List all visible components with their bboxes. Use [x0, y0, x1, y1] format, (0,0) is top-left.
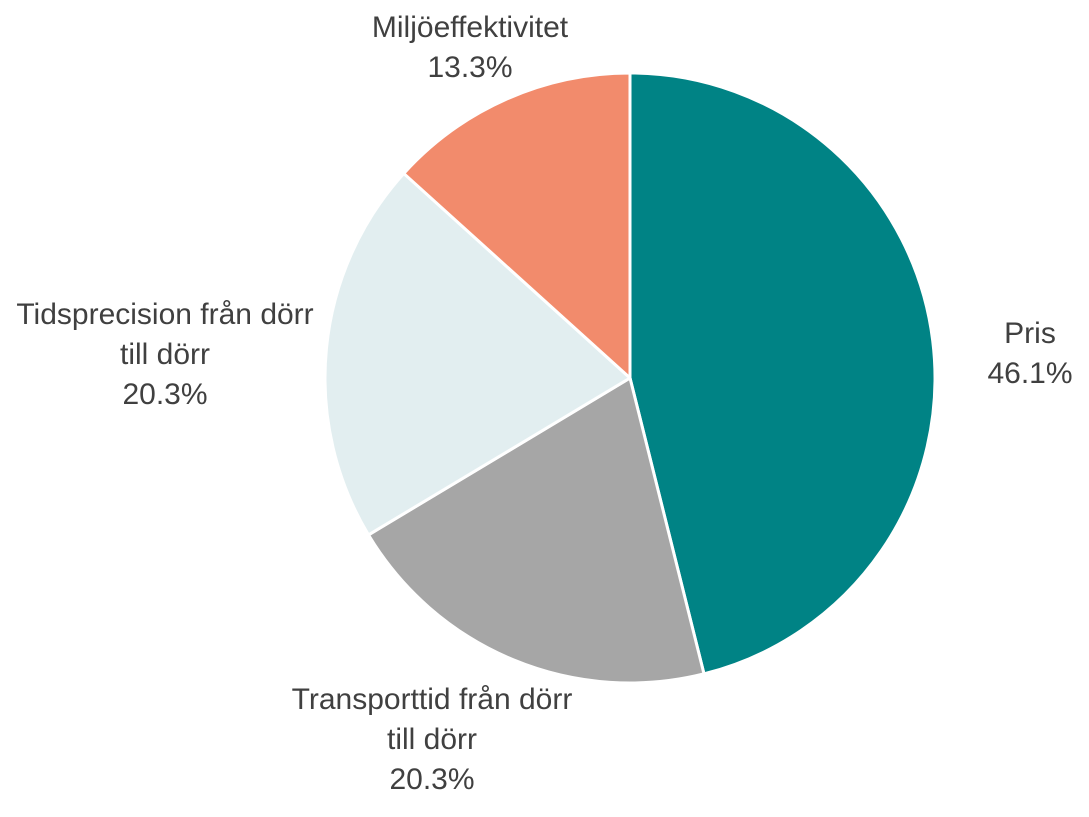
slice-label: Miljöeffektivitet 13.3%: [310, 8, 630, 88]
value-label: 46.1%: [987, 357, 1073, 390]
pie-slice: [366, 376, 706, 685]
category-label: Transporttid från dörr till dörr: [291, 683, 573, 756]
pie-slice: [323, 171, 632, 537]
slice-label: Pris 46.1%: [930, 314, 1089, 394]
value-label: 13.3%: [427, 51, 513, 84]
category-label: Pris: [1004, 317, 1056, 350]
category-label: Tidsprecision från dörr till dörr: [16, 298, 314, 371]
slice-label: Tidsprecision från dörr till dörr 20.3%: [10, 295, 320, 415]
slice-label: Transporttid från dörr till dörr 20.3%: [282, 680, 582, 800]
value-label: 20.3%: [122, 378, 208, 411]
value-label: 20.3%: [389, 763, 475, 796]
pie-slice: [628, 71, 937, 676]
pie-slice: [402, 71, 632, 380]
category-label: Miljöeffektivitet: [371, 11, 569, 44]
